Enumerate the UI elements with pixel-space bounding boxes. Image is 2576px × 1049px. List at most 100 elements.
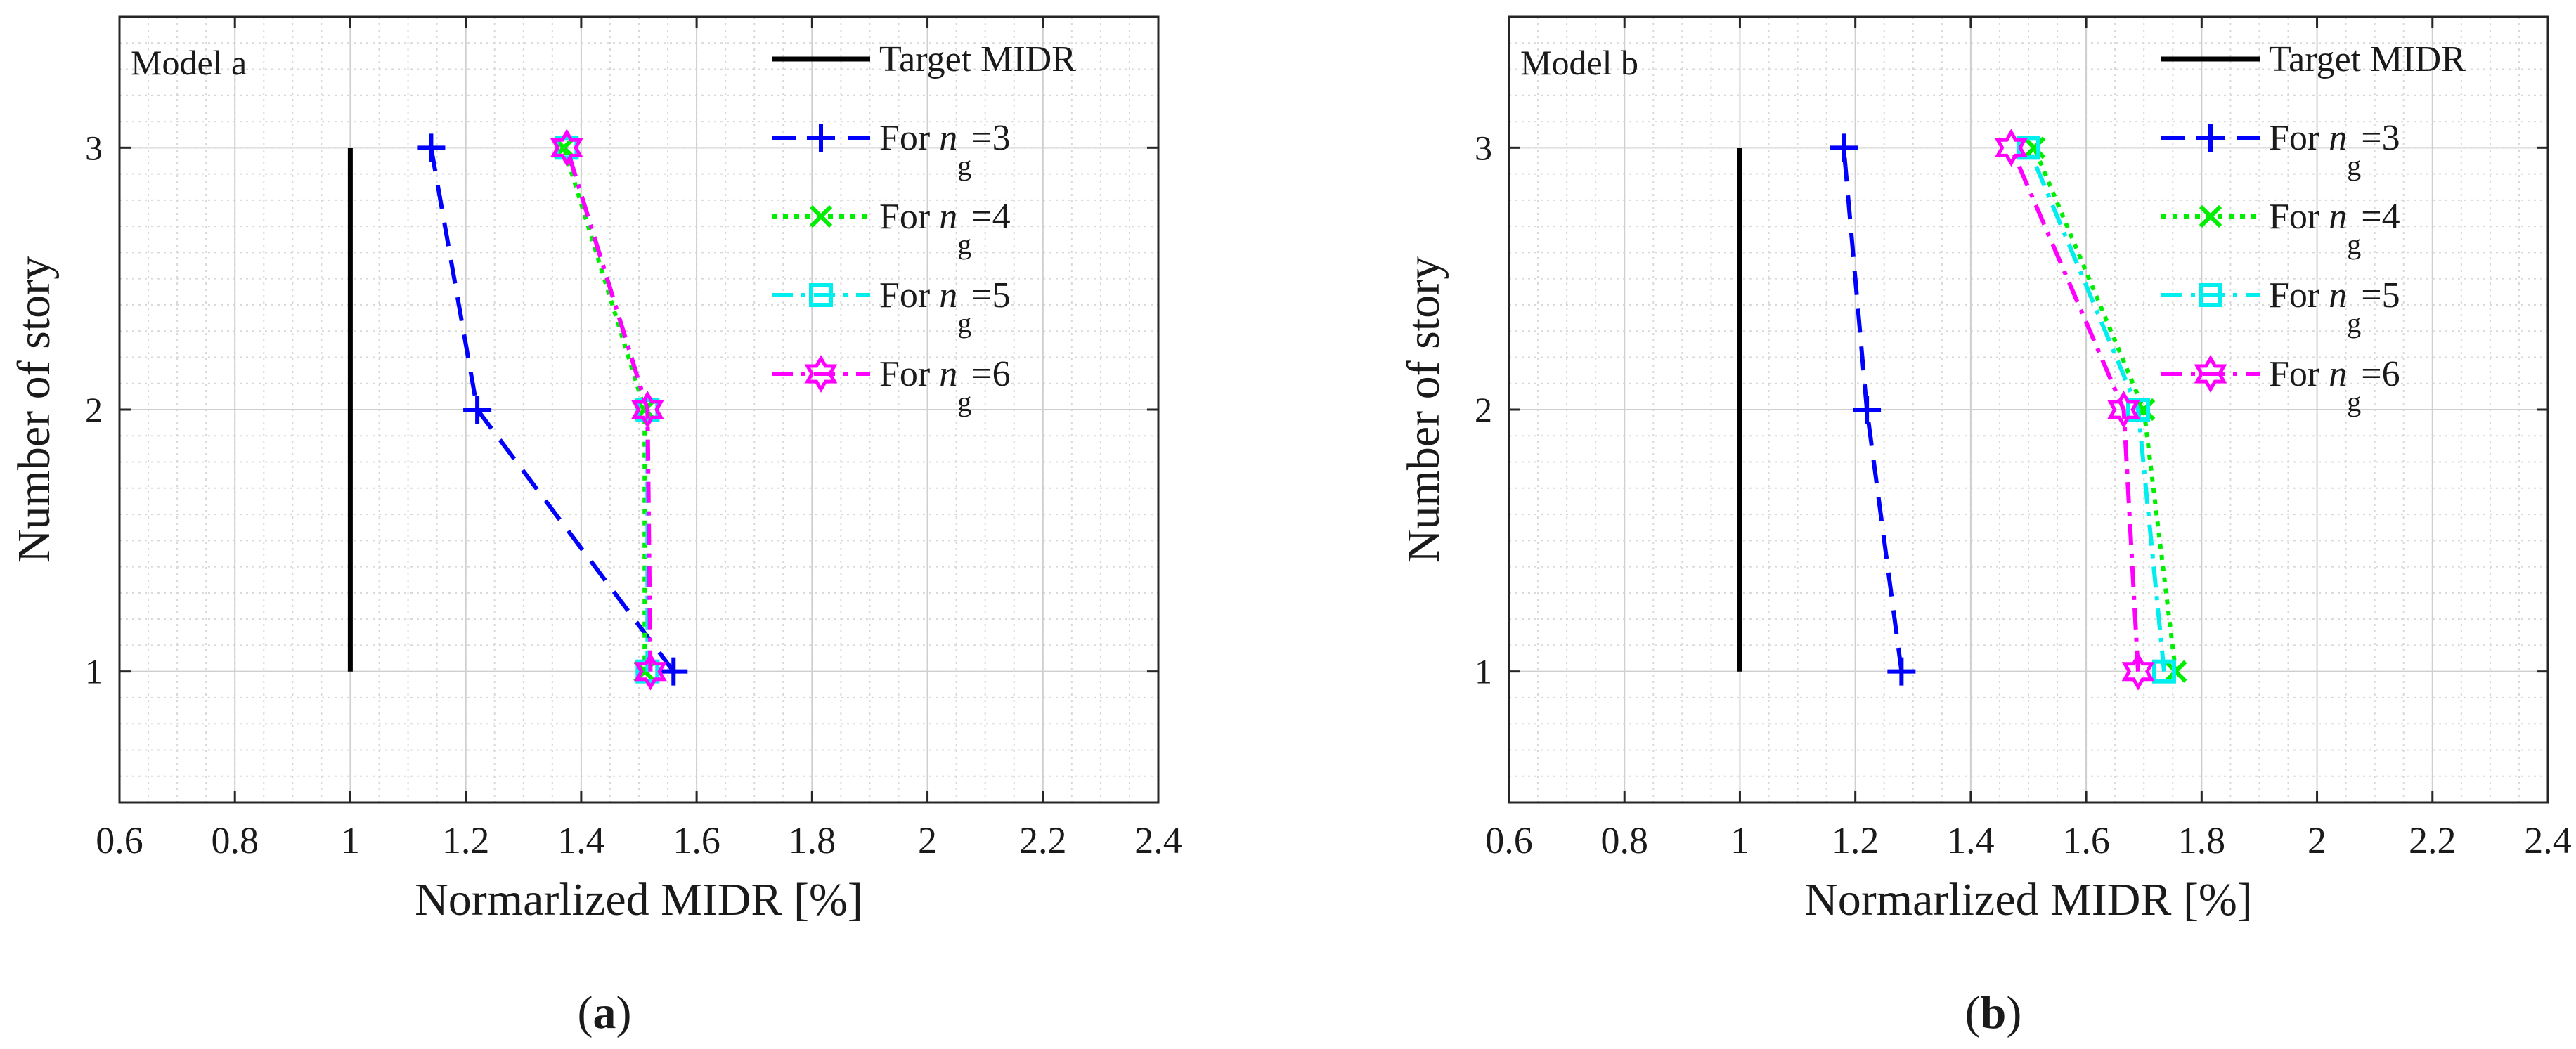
legend-label-prefix: For xyxy=(879,354,939,394)
x-tick-label: 1.2 xyxy=(442,819,490,861)
legend-label-suffix: =3 xyxy=(2361,118,2400,158)
caption-close-paren: ) xyxy=(2006,987,2021,1038)
legend-label: For ng=5 xyxy=(879,275,1011,339)
legend-label-subscript: g xyxy=(957,150,971,181)
legend-label-suffix: =6 xyxy=(2361,354,2400,394)
legend-label-prefix: Target MIDR xyxy=(879,39,1076,79)
y-axis-label: Number of story xyxy=(8,256,60,563)
chart-panel-b: 0.6 0.8 1 1.2 1.4 1.6 1.8 2 2.2 2.4 1 2 3 Normarlized… xyxy=(1398,15,2572,1038)
legend-label-subscript: g xyxy=(957,386,971,417)
data-point xyxy=(417,133,446,162)
data-point xyxy=(2107,391,2140,429)
legend-label-variable: n xyxy=(939,197,957,237)
x-tick-label: 0.6 xyxy=(96,819,143,861)
legend-entry: For ng=5 xyxy=(2161,275,2400,339)
x-tick-label: 1 xyxy=(341,819,360,861)
data-point xyxy=(631,391,664,429)
legend-label-prefix: For xyxy=(879,118,939,158)
data-point xyxy=(2023,136,2046,159)
x-axis-label: Normarlized MIDR [%] xyxy=(1804,874,2253,925)
legend-label-variable: n xyxy=(939,354,957,394)
legend-entry: Target MIDR xyxy=(2161,39,2466,79)
caption-letter: b xyxy=(1981,987,2007,1038)
y-tick-label: 1 xyxy=(85,652,103,691)
x-tick-label: 2 xyxy=(2308,819,2326,861)
legend-label-subscript: g xyxy=(957,307,971,339)
data-point xyxy=(1887,657,1916,686)
legend-label-subscript: g xyxy=(957,228,971,260)
x-tick-label: 2 xyxy=(918,819,937,861)
legend-label: Target MIDR xyxy=(879,39,1076,79)
series-4 xyxy=(550,129,667,691)
legend-entry: For ng=6 xyxy=(772,354,1011,417)
legend-label-variable: n xyxy=(2329,118,2347,158)
legend-label-subscript: g xyxy=(2347,307,2361,339)
legend-entry: For ng=5 xyxy=(772,275,1011,339)
legend-label: For ng=4 xyxy=(879,197,1011,260)
x-tick-label: 1.6 xyxy=(673,819,720,861)
x-axis-label: Normarlized MIDR [%] xyxy=(415,874,863,925)
caption-open-paren: ( xyxy=(578,987,593,1038)
data-point xyxy=(634,652,667,691)
y-tick-label: 3 xyxy=(85,128,103,167)
x-tick-label: 2.2 xyxy=(1019,819,1067,861)
y-tick-label: 2 xyxy=(85,390,103,429)
x-tick-label: 1.4 xyxy=(557,819,605,861)
legend-label-variable: n xyxy=(2329,197,2347,237)
legend-label-variable: n xyxy=(2329,275,2347,315)
panel-caption: (b) xyxy=(1965,987,2022,1038)
legend-label-suffix: =5 xyxy=(971,275,1010,315)
legend-label: Target MIDR xyxy=(2269,39,2466,79)
legend-label: For ng=5 xyxy=(2269,275,2400,339)
legend-label-suffix: =5 xyxy=(2361,275,2400,315)
series-4 xyxy=(1994,129,2155,691)
x-tick-label: 1.8 xyxy=(2178,819,2226,861)
legend-label-subscript: g xyxy=(2347,150,2361,181)
legend-marker xyxy=(2199,204,2222,228)
legend-entry: For ng=6 xyxy=(2161,354,2400,417)
legend-entry: Target MIDR xyxy=(772,39,1076,79)
panel-title: Model a xyxy=(131,43,247,82)
caption-close-paren: ) xyxy=(616,987,632,1038)
legend-label-suffix: =3 xyxy=(971,118,1010,158)
x-tick-label: 0.6 xyxy=(1485,819,1533,861)
legend-label: For ng=4 xyxy=(2269,197,2400,260)
x-tick-label: 0.8 xyxy=(1600,819,1648,861)
data-point xyxy=(1830,133,1858,162)
legend-marker xyxy=(2199,283,2222,307)
x-tick-label: 0.8 xyxy=(211,819,259,861)
x-tick-label: 2.2 xyxy=(2409,819,2457,861)
caption-open-paren: ( xyxy=(1965,987,1981,1038)
legend-label: For ng=6 xyxy=(2269,354,2400,417)
legend-marker xyxy=(804,355,838,393)
legend-label-suffix: =6 xyxy=(971,354,1010,394)
series-line xyxy=(2026,147,2166,672)
x-tick-label: 2.4 xyxy=(2524,819,2572,861)
series-line xyxy=(564,147,653,672)
legend-entry: For ng=3 xyxy=(2161,118,2400,181)
legend-label-variable: n xyxy=(2329,354,2347,394)
legend-label-variable: n xyxy=(939,118,957,158)
series-1 xyxy=(1830,133,1916,686)
legend-entry: For ng=4 xyxy=(2161,197,2400,260)
legend-label-prefix: For xyxy=(2269,197,2329,237)
data-point xyxy=(2126,398,2151,422)
legend-entry: For ng=4 xyxy=(772,197,1011,260)
legend-label-prefix: Target MIDR xyxy=(2269,39,2466,79)
data-point xyxy=(659,657,688,686)
panel-title: Model b xyxy=(1520,43,1638,82)
legend-entry: For ng=3 xyxy=(772,118,1011,181)
data-point xyxy=(2151,659,2176,684)
legend-marker xyxy=(807,124,835,152)
legend-label: For ng=3 xyxy=(2269,118,2400,181)
series-line xyxy=(2032,147,2178,672)
data-point xyxy=(550,129,583,167)
legend-label-prefix: For xyxy=(2269,275,2329,315)
x-tick-label: 1 xyxy=(1730,819,1749,861)
x-tick-label: 1.2 xyxy=(1832,819,1879,861)
data-point xyxy=(2121,652,2155,691)
y-axis-label: Number of story xyxy=(1398,256,1449,563)
